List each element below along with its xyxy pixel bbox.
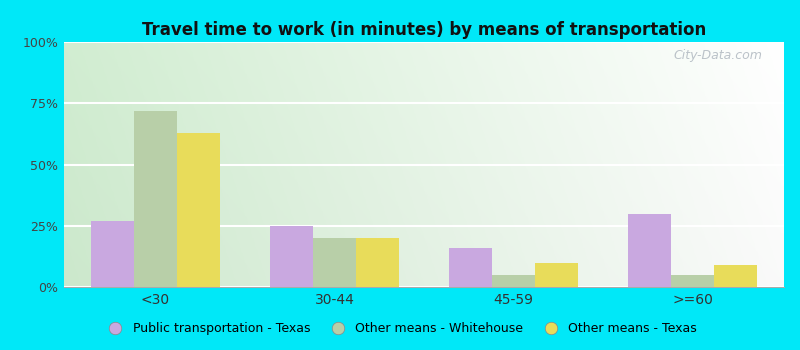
Bar (177, 133, 219, 287)
Text: City-Data.com: City-Data.com (674, 49, 762, 62)
Bar (629, 214, 671, 287)
Bar (270, 226, 313, 287)
Bar (450, 248, 492, 287)
Bar (313, 238, 356, 287)
Bar (134, 111, 177, 287)
Bar (714, 265, 757, 287)
Bar (671, 275, 714, 287)
Bar (492, 275, 535, 287)
Text: Travel time to work (in minutes) by means of transportation: Travel time to work (in minutes) by mean… (142, 21, 706, 39)
Bar (91, 221, 134, 287)
Legend: Public transportation - Texas, Other means - Whitehouse, Other means - Texas: Public transportation - Texas, Other mea… (98, 317, 702, 340)
Bar (535, 262, 578, 287)
Bar (356, 238, 398, 287)
